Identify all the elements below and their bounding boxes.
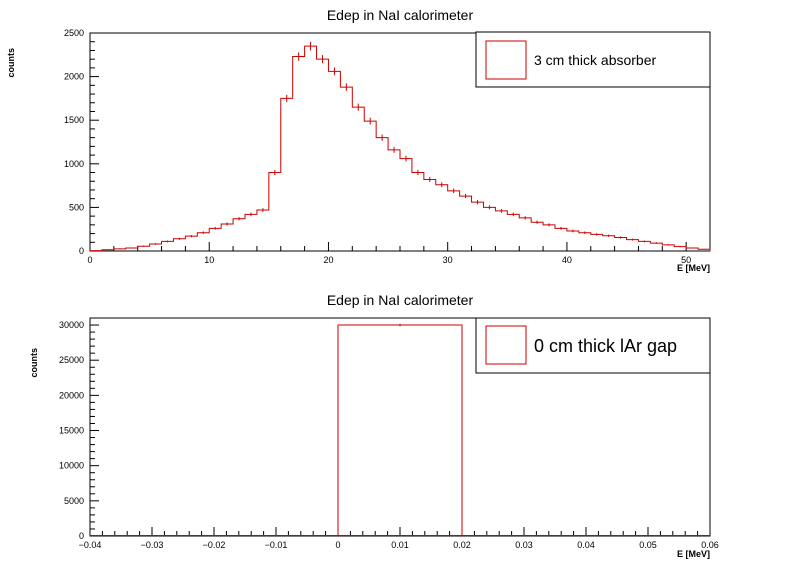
x-tick-label: −0.03 xyxy=(141,540,164,550)
x-axis-label: E [MeV] xyxy=(677,549,710,559)
x-tick-label: 0 xyxy=(335,540,340,550)
y-axis-label: counts xyxy=(6,48,16,78)
legend-swatch xyxy=(485,40,527,80)
x-tick-label: 0.01 xyxy=(391,540,409,550)
y-tick-label: 20000 xyxy=(59,390,84,400)
y-tick-label: 15000 xyxy=(59,426,84,436)
y-tick-label: 30000 xyxy=(59,320,84,330)
x-tick-label: 0 xyxy=(87,255,92,265)
histogram-bar xyxy=(337,324,463,536)
y-tick-label: 10000 xyxy=(59,461,84,471)
legend-label: 0 cm thick lAr gap xyxy=(534,336,677,356)
plot-1: Edep in NaI calorimeter05001000150020002… xyxy=(6,7,711,273)
x-tick-label: 0.05 xyxy=(639,540,657,550)
y-tick-label: 500 xyxy=(69,202,84,212)
x-tick-label: 0.06 xyxy=(701,540,719,550)
legend-label: 3 cm thick absorber xyxy=(534,52,656,68)
y-tick-label: 1500 xyxy=(64,115,84,125)
x-axis-label: E [MeV] xyxy=(677,263,710,273)
x-tick-label: 0.02 xyxy=(453,540,471,550)
x-tick-label: 0.04 xyxy=(577,540,595,550)
x-tick-label: 10 xyxy=(204,255,214,265)
x-tick-label: 40 xyxy=(562,255,572,265)
y-tick-label: 2500 xyxy=(64,28,84,38)
y-tick-label: 2000 xyxy=(64,72,84,82)
y-tick-label: 5000 xyxy=(64,496,84,506)
y-tick-label: 0 xyxy=(79,531,84,541)
x-tick-label: −0.04 xyxy=(79,540,102,550)
y-tick-label: 0 xyxy=(79,246,84,256)
x-tick-label: 50 xyxy=(681,255,691,265)
x-tick-label: −0.01 xyxy=(265,540,288,550)
x-tick-label: 30 xyxy=(443,255,453,265)
y-tick-label: 25000 xyxy=(59,355,84,365)
chart-title: Edep in NaI calorimeter xyxy=(327,292,474,308)
legend-swatch xyxy=(485,325,527,365)
chart-title: Edep in NaI calorimeter xyxy=(327,7,474,23)
y-tick-label: 1000 xyxy=(64,159,84,169)
plot-2: Edep in NaI calorimeter 0 5000 10000 15000 20… xyxy=(29,292,719,559)
x-tick-label: 0.03 xyxy=(515,540,533,550)
x-tick-label: −0.02 xyxy=(203,540,226,550)
x-tick-label: 20 xyxy=(323,255,333,265)
y-axis-label: counts xyxy=(29,348,39,378)
